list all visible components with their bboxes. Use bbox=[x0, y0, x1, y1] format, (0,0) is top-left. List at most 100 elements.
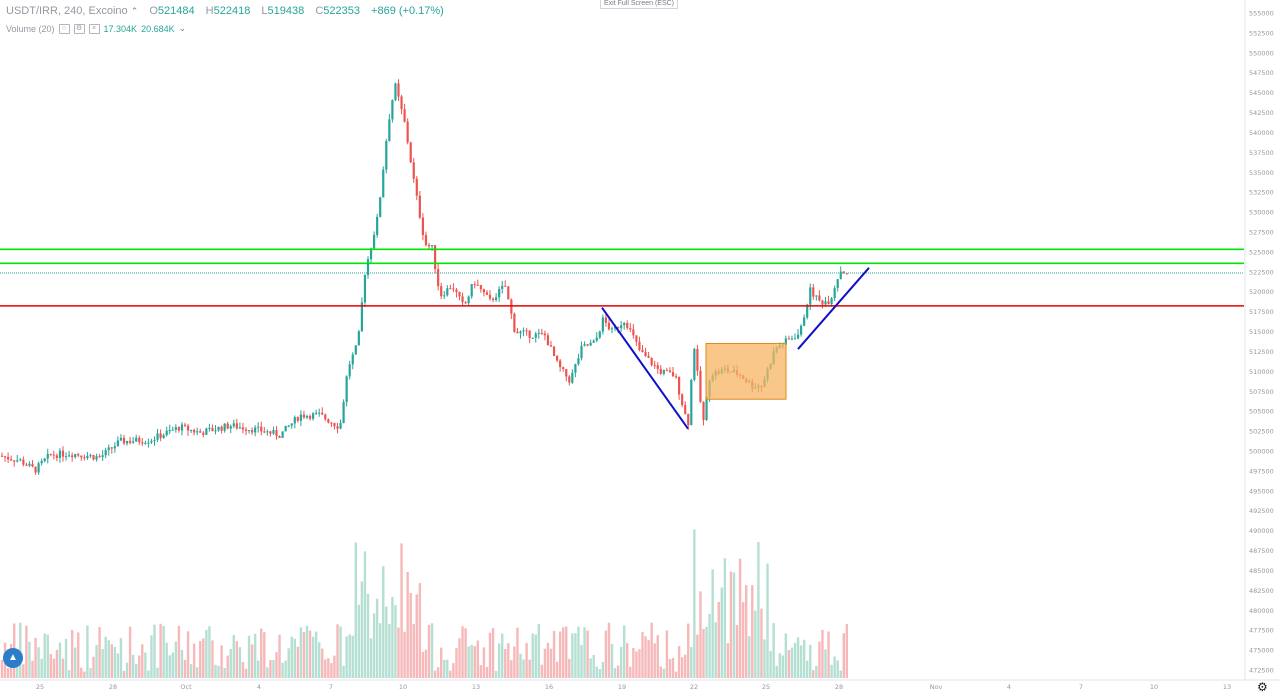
candle-body bbox=[815, 295, 818, 297]
volume-bar bbox=[366, 593, 370, 678]
candle-body bbox=[458, 292, 461, 297]
candle-body bbox=[803, 317, 806, 326]
time-tick-label: 7 bbox=[1079, 683, 1083, 691]
volume-bar bbox=[357, 604, 361, 678]
volume-bar bbox=[372, 613, 376, 678]
volume-bar bbox=[427, 624, 431, 678]
volume-bar bbox=[299, 627, 303, 678]
candle-body bbox=[95, 456, 98, 460]
candle-body bbox=[662, 370, 665, 374]
candle-body bbox=[247, 430, 251, 432]
close-icon[interactable]: × bbox=[88, 23, 100, 34]
volume-bar bbox=[290, 636, 293, 678]
candle-body bbox=[342, 402, 345, 423]
time-tick-label: 25 bbox=[762, 683, 770, 691]
volume-bar bbox=[74, 647, 77, 678]
volume-bar bbox=[28, 641, 31, 678]
volume-bar bbox=[92, 656, 95, 678]
volume-bar bbox=[449, 670, 452, 678]
chevron-up-icon[interactable]: ⌃ bbox=[130, 6, 139, 16]
time-tick-label: Oct bbox=[180, 683, 192, 691]
volume-bar bbox=[443, 659, 446, 678]
candle-body bbox=[260, 426, 263, 432]
candle-body bbox=[833, 288, 836, 299]
candle-body bbox=[479, 285, 482, 290]
candle-body bbox=[415, 178, 418, 196]
volume-bar bbox=[595, 666, 598, 678]
volume-bar bbox=[348, 634, 351, 678]
candle-body bbox=[610, 328, 614, 330]
price-tick-label: 475000 bbox=[1249, 647, 1274, 655]
candle-body bbox=[693, 348, 696, 380]
trend-line bbox=[601, 307, 689, 430]
candle-body bbox=[308, 415, 312, 419]
candle-body bbox=[324, 414, 327, 420]
volume-bar bbox=[769, 650, 772, 678]
volume-bar bbox=[693, 529, 696, 678]
candle-body bbox=[132, 441, 135, 443]
volume-bar bbox=[528, 659, 531, 678]
candle-body bbox=[37, 463, 40, 473]
visibility-icon[interactable]: ○ bbox=[58, 23, 70, 34]
volume-bar bbox=[827, 631, 830, 678]
volume-bar bbox=[55, 649, 59, 678]
price-tick-label: 515000 bbox=[1249, 328, 1274, 336]
candle-body bbox=[507, 286, 510, 300]
exit-fullscreen-button[interactable]: Exit Full Screen (ESC) bbox=[600, 0, 679, 9]
volume-bar bbox=[845, 624, 849, 678]
volume-bar bbox=[122, 670, 126, 678]
candle-body bbox=[516, 331, 519, 334]
volume-bar bbox=[95, 645, 98, 678]
candle-body bbox=[577, 358, 580, 365]
candle-body bbox=[488, 294, 492, 299]
tradingview-logo-icon[interactable]: ▲ bbox=[3, 648, 23, 668]
price-axis-bg bbox=[1245, 0, 1280, 680]
candle-body bbox=[296, 417, 299, 421]
candle-body bbox=[68, 455, 71, 457]
symbol-title[interactable]: USDT/IRR, 240, Excoino bbox=[6, 5, 128, 17]
price-tick-label: 495000 bbox=[1249, 487, 1274, 495]
candle-body bbox=[687, 413, 690, 426]
volume-bar bbox=[22, 664, 25, 678]
volume-bar bbox=[824, 649, 827, 678]
candle-body bbox=[806, 304, 809, 318]
volume-bar bbox=[107, 640, 110, 678]
low-key: L bbox=[261, 5, 268, 17]
volume-bar bbox=[741, 602, 745, 678]
candle-body bbox=[684, 405, 687, 414]
price-tick-label: 472500 bbox=[1249, 667, 1274, 675]
volume-bar bbox=[278, 634, 281, 678]
candle-body bbox=[818, 295, 821, 301]
candle-body bbox=[598, 331, 601, 338]
candle-body bbox=[607, 322, 611, 330]
gear-icon[interactable]: ⚙ bbox=[1257, 680, 1268, 694]
candle-body bbox=[31, 463, 34, 467]
candle-body bbox=[318, 412, 321, 414]
chevron-down-icon[interactable]: ⌄ bbox=[178, 23, 187, 33]
volume-bar bbox=[799, 645, 803, 678]
candle-body bbox=[330, 422, 333, 424]
candle-body bbox=[275, 430, 278, 437]
candle-body bbox=[678, 376, 681, 395]
candle-body bbox=[604, 317, 607, 323]
volume-bar bbox=[580, 645, 583, 678]
volume-bar bbox=[702, 629, 705, 678]
high-key: H bbox=[205, 5, 214, 17]
volume-label[interactable]: Volume (20) bbox=[6, 23, 55, 34]
volume-bar bbox=[153, 624, 156, 678]
candle-body bbox=[800, 325, 803, 335]
volume-bar bbox=[400, 543, 403, 678]
price-tick-label: 545000 bbox=[1249, 89, 1274, 97]
candle-body bbox=[784, 338, 787, 345]
volume-bar bbox=[101, 649, 104, 678]
candle-body bbox=[528, 330, 531, 339]
volume-bar bbox=[314, 631, 318, 678]
candle-body bbox=[388, 119, 391, 142]
candle-body bbox=[116, 440, 119, 447]
candle-body bbox=[244, 429, 248, 431]
settings-icon[interactable]: ⚙ bbox=[73, 23, 85, 34]
volume-bar bbox=[720, 587, 723, 678]
candle-body bbox=[302, 414, 306, 418]
candle-body bbox=[592, 340, 595, 343]
